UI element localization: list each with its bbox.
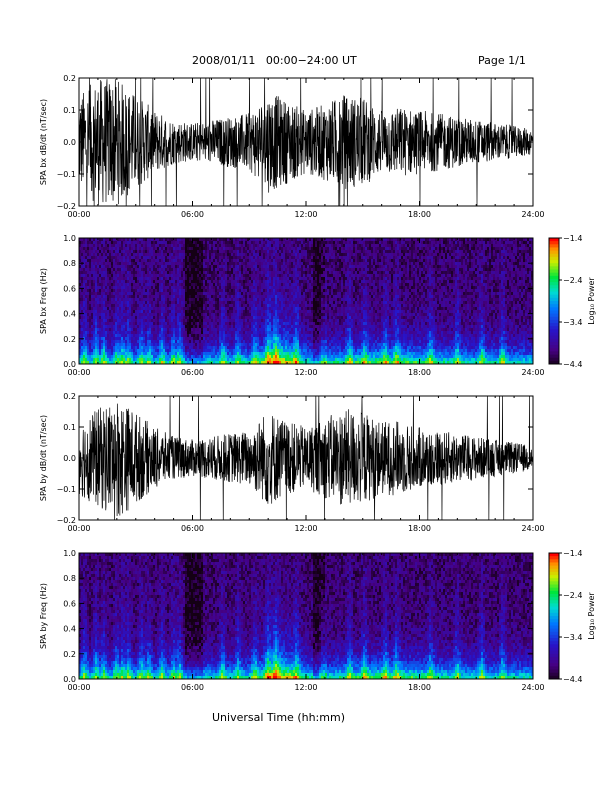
y-tick-label: −0.2 — [57, 202, 76, 211]
x-tick-label: 12:00 — [294, 210, 317, 219]
y-tick-label: 0.2 — [63, 74, 76, 83]
y-tick-label: −0.1 — [57, 170, 76, 179]
y-tick-label: 0.1 — [63, 106, 76, 115]
figure-svg: 00:00 06:00 12:00 18:00 24:00 0.2 0.1 0.0 −0.1 −0… — [0, 0, 612, 792]
y-tick-label: 0.0 — [63, 138, 76, 147]
series-trace-1 — [79, 77, 533, 208]
x-tick-label: 18:00 — [408, 210, 431, 219]
spectrogram-2 — [79, 238, 533, 364]
x-tick-label: 06:00 — [181, 210, 204, 219]
x-tick-label: 24:00 — [521, 210, 544, 219]
x-tick-label: 00:00 — [67, 210, 90, 219]
figure-page: 2008/01/11 00:00−24:00 UT Page 1/1 00:00… — [0, 0, 612, 792]
y-axis-label: SPA bx dB/dt (nT/sec) — [39, 99, 48, 185]
